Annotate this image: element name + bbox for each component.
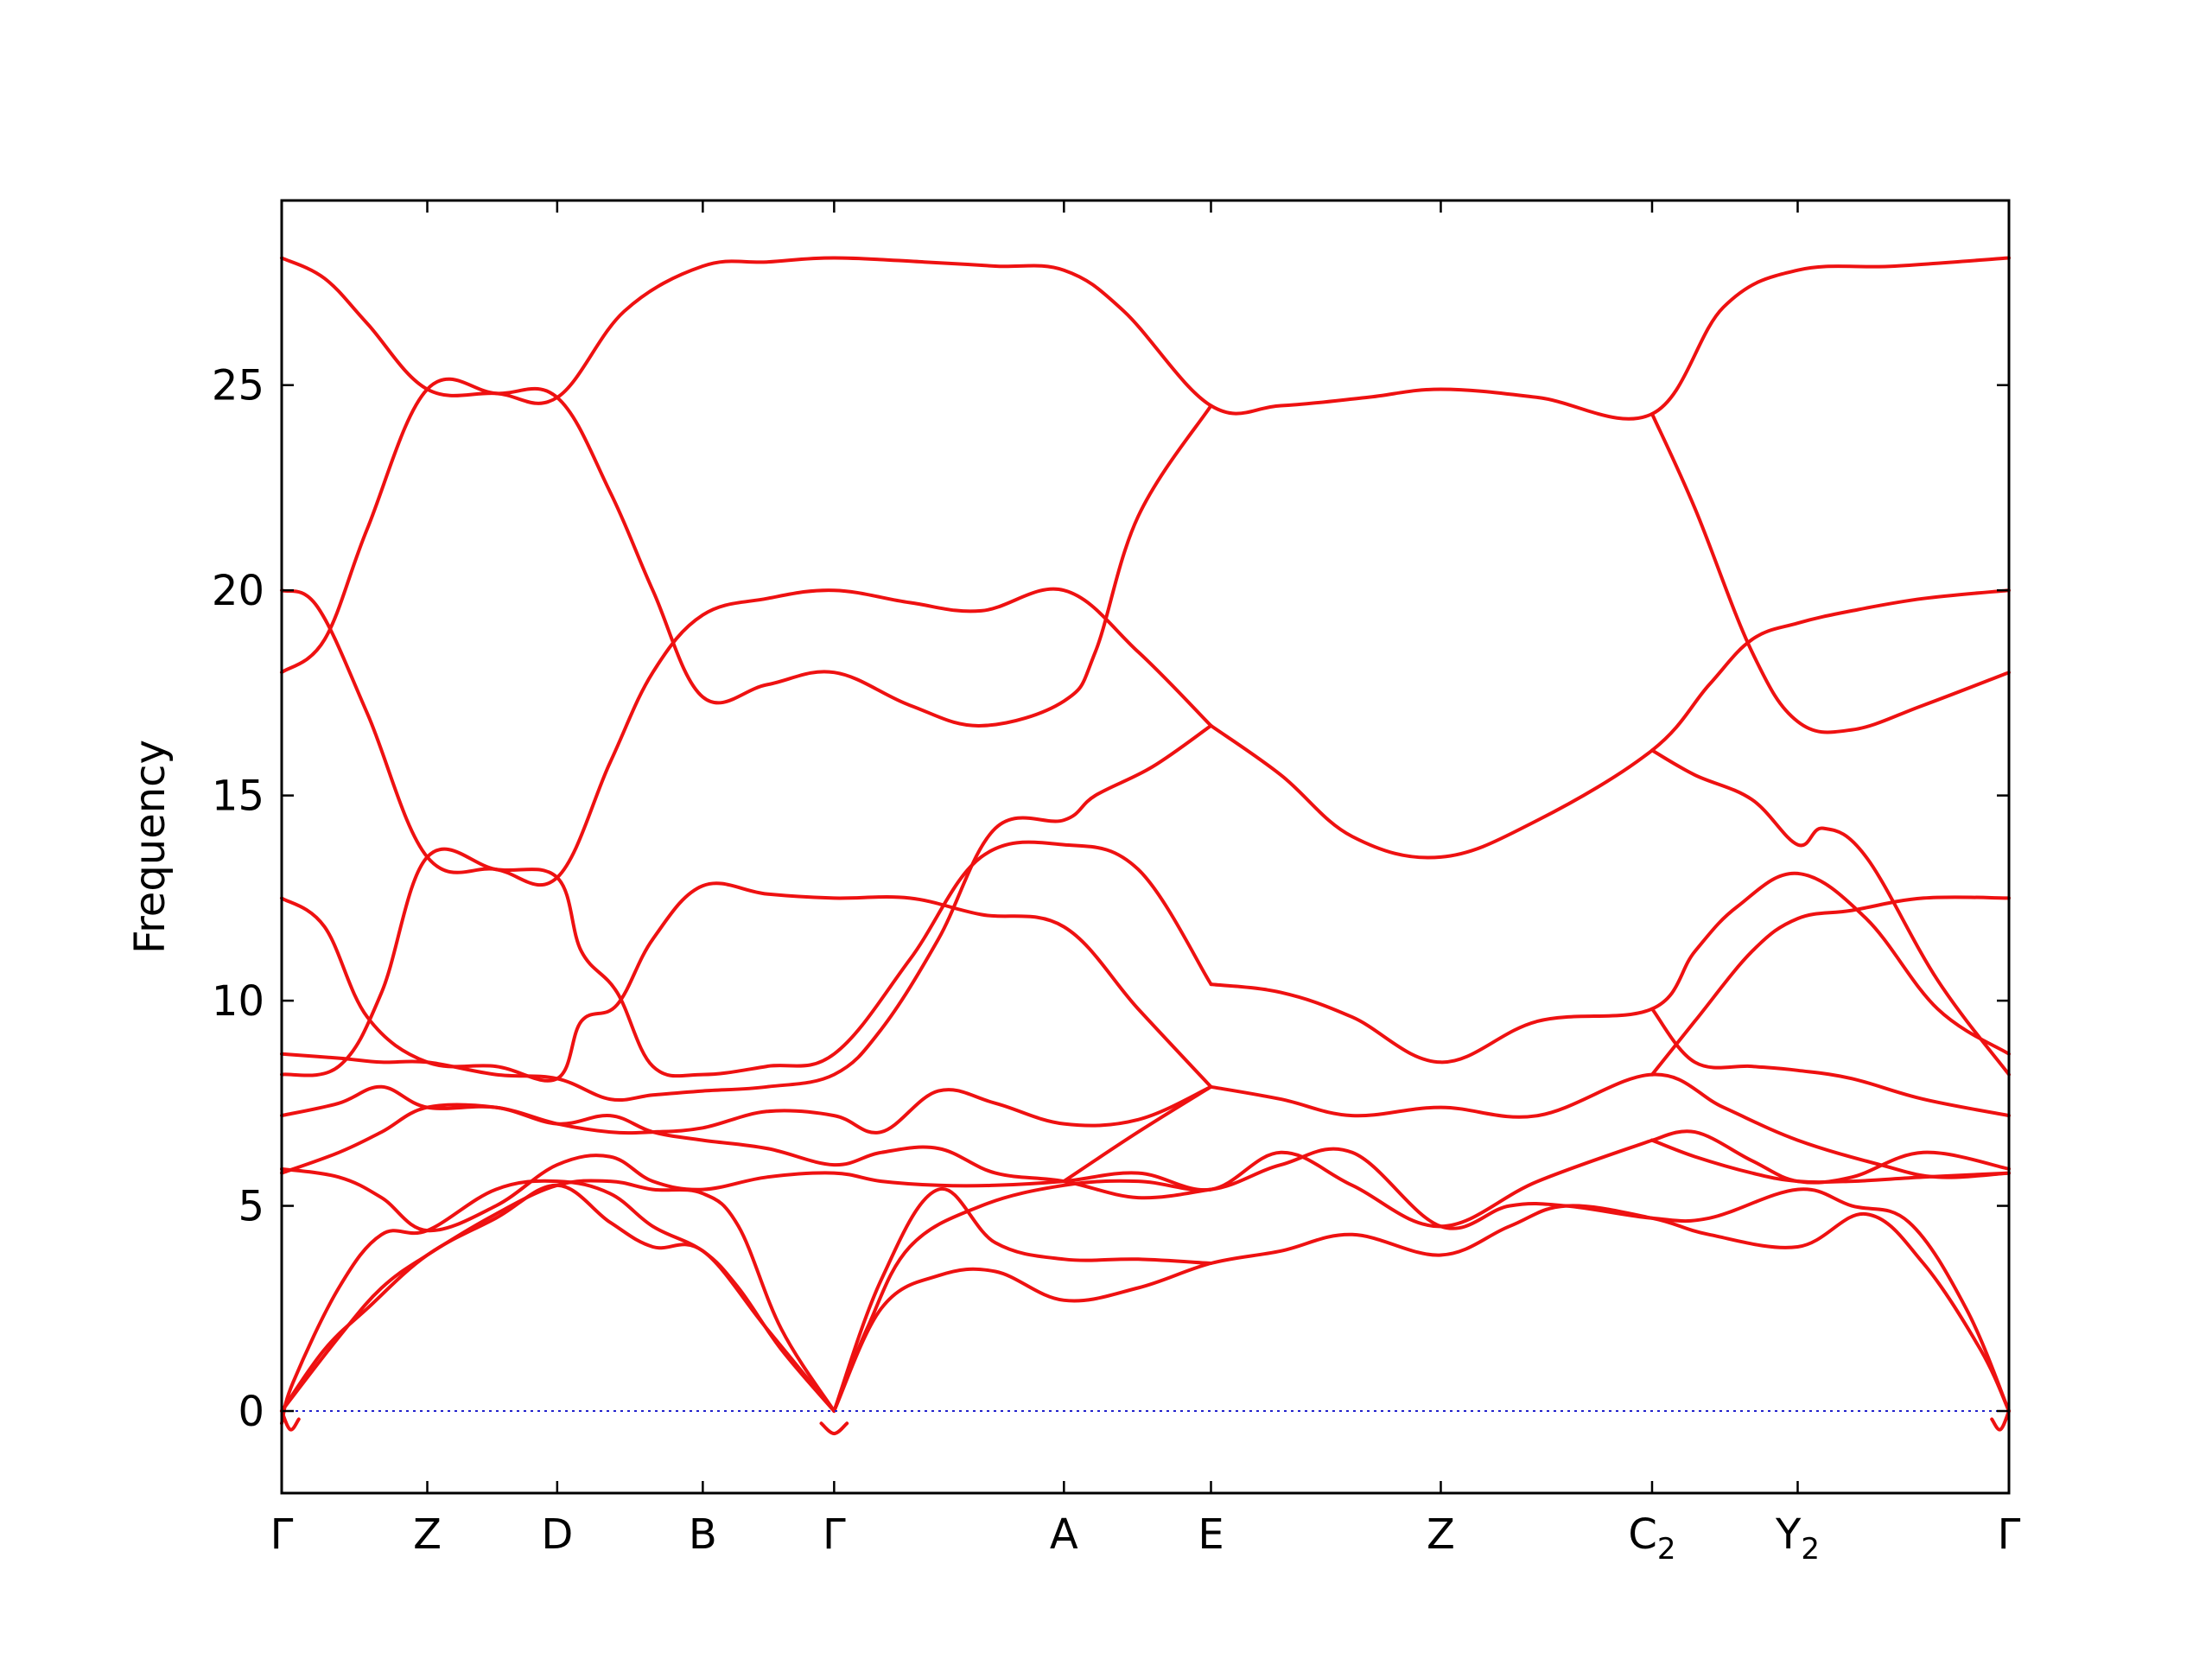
x-tick-label-2: D xyxy=(541,1510,573,1559)
y-tick-label-2: 10 xyxy=(212,977,264,1026)
band-line-18 xyxy=(280,1179,836,1426)
band-line-11 xyxy=(1650,895,2011,1077)
band-line-9 xyxy=(1650,748,2011,1077)
band-line-1 xyxy=(280,377,1213,728)
x-tick-label-10: Γ xyxy=(1998,1510,2021,1559)
band-line-6 xyxy=(1209,871,2011,1065)
band-lines xyxy=(280,256,2011,1436)
band-line-24 xyxy=(1062,1084,1213,1184)
band-line-26 xyxy=(819,1421,849,1436)
band-line-13 xyxy=(280,1084,1213,1135)
x-tick-label-3: B xyxy=(689,1510,717,1559)
band-line-21 xyxy=(832,1147,2011,1413)
band-line-4 xyxy=(1650,412,2011,734)
y-tick-label-4: 20 xyxy=(212,567,264,615)
band-line-27 xyxy=(1990,1409,2011,1432)
band-line-19 xyxy=(280,1179,836,1413)
x-tick-label-5: A xyxy=(1050,1510,1078,1559)
band-line-23 xyxy=(832,1186,1213,1413)
band-line-14 xyxy=(280,1103,1213,1200)
x-tick-label-7: Z xyxy=(1427,1510,1455,1559)
x-tick-label-4: Γ xyxy=(823,1510,846,1559)
band-line-12 xyxy=(1209,1072,2011,1179)
x-tick-label-9: Y2 xyxy=(1775,1510,1820,1567)
band-line-16 xyxy=(1650,1138,2011,1185)
x-tick-label-6: E xyxy=(1198,1510,1224,1559)
y-tick-label-3: 15 xyxy=(212,772,264,821)
band-line-5 xyxy=(280,881,1213,1089)
band-line-3 xyxy=(1209,588,2011,860)
band-line-17 xyxy=(280,1138,1654,1233)
band-line-2 xyxy=(280,587,1213,887)
band-line-10 xyxy=(1650,1007,2011,1118)
x-axis-ticks: Γ Z D B Γ A E Z C2 Y2 Γ xyxy=(270,200,2021,1567)
band-line-22 xyxy=(832,1204,2011,1413)
y-tick-label-1: 5 xyxy=(238,1183,264,1231)
y-tick-label-5: 25 xyxy=(212,362,264,410)
band-line-20 xyxy=(280,1183,836,1413)
x-tick-label-8: C2 xyxy=(1628,1510,1675,1567)
y-axis-label: Frequency xyxy=(126,740,175,954)
y-axis-ticks: 0 5 10 15 20 25 xyxy=(212,362,2009,1436)
x-tick-label-0: Γ xyxy=(270,1510,294,1559)
plot-frame xyxy=(280,199,2011,1495)
band-line-25 xyxy=(280,1409,301,1432)
y-tick-label-0: 0 xyxy=(238,1388,264,1436)
band-line-7 xyxy=(280,840,1213,1078)
x-tick-label-1: Z xyxy=(413,1510,442,1559)
band-line-0 xyxy=(280,256,2011,421)
band-line-8 xyxy=(280,723,1213,1103)
